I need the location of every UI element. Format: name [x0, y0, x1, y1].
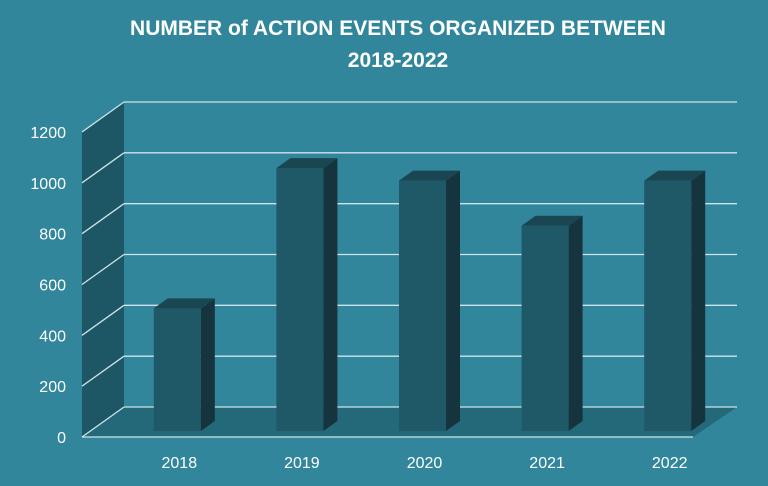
bar-side	[568, 215, 583, 431]
bar	[399, 170, 460, 432]
gridline-side	[81, 101, 125, 133]
y-tick-label: 1200	[30, 125, 66, 142]
x-tick-label: 2018	[162, 455, 198, 472]
bar-front	[399, 180, 446, 431]
x-tick-label: 2021	[529, 455, 565, 472]
gridline-side	[81, 253, 125, 286]
y-tick-label: 800	[39, 227, 66, 244]
chart-title-line-1: NUMBER of ACTION EVENTS ORGANIZED BETWEE…	[130, 17, 666, 40]
bar-front	[153, 308, 201, 431]
bar	[276, 158, 338, 432]
x-tick-label: 2022	[652, 455, 688, 472]
bar-top	[521, 215, 583, 226]
y-tick-label: 0	[57, 430, 66, 447]
bar-front	[276, 168, 324, 432]
gridline-side	[81, 355, 125, 387]
bar-side	[323, 158, 338, 432]
gridline-side	[81, 152, 125, 184]
gridlines	[81, 101, 737, 438]
bar	[521, 215, 583, 431]
y-tick-label: 200	[39, 379, 66, 396]
bar-top	[276, 158, 338, 169]
bar-top	[644, 170, 706, 181]
gridline-side	[81, 203, 125, 235]
bar-side	[446, 170, 460, 432]
gridline-side	[81, 406, 125, 438]
gridline-side	[81, 304, 125, 336]
y-tick-label: 600	[39, 278, 66, 295]
y-axis-ticks: 0 200 400 600 800 1000 1200	[30, 125, 66, 447]
bar	[153, 298, 215, 431]
x-tick-label: 2020	[407, 455, 443, 472]
bars	[153, 158, 706, 432]
bar-front	[644, 180, 692, 431]
x-tick-label: 2019	[284, 455, 320, 472]
y-tick-label: 1000	[30, 176, 66, 193]
bar-top	[399, 170, 460, 181]
x-axis-ticks: 2018 2019 2020 2021 2022	[162, 455, 688, 472]
bar-top	[153, 298, 215, 309]
chart-title-line-2: 2018-2022	[348, 49, 448, 72]
bar-side	[200, 298, 215, 431]
bar	[644, 170, 706, 432]
bar-side	[691, 170, 706, 432]
y-tick-label: 400	[39, 328, 66, 345]
bar-front	[521, 225, 569, 431]
